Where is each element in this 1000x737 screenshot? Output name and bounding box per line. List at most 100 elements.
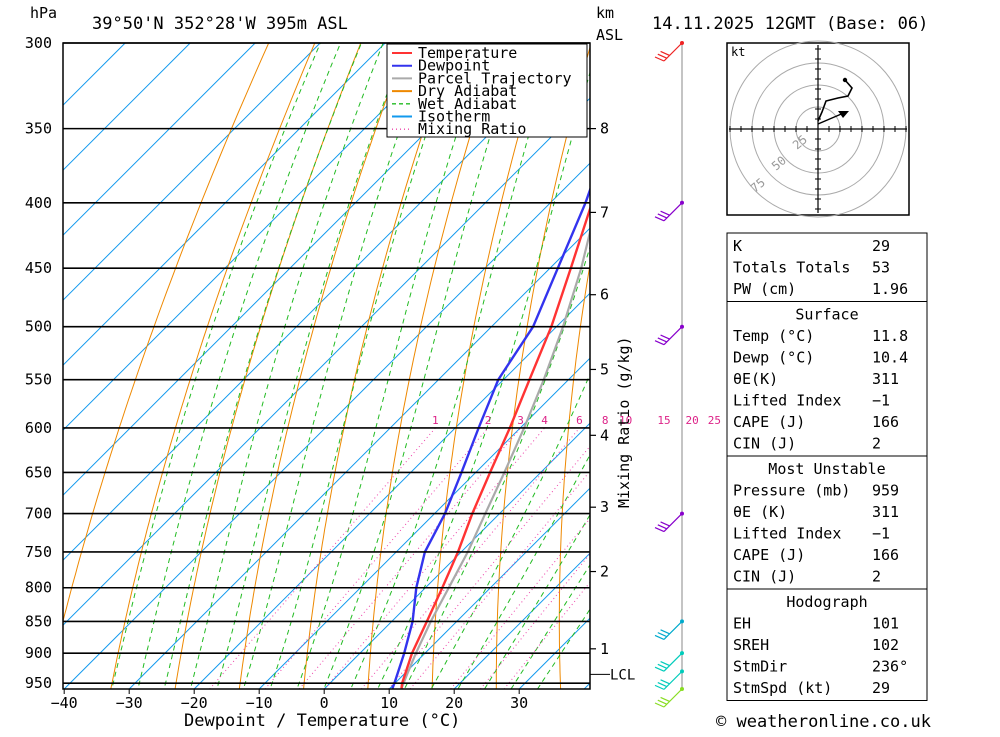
height-tick-label: 1 <box>600 640 609 658</box>
x-tick-label: 30 <box>510 694 528 712</box>
copyright: © weatheronline.co.uk <box>716 712 931 732</box>
x-tick-label: −30 <box>116 694 143 712</box>
isotherm-line <box>388 487 590 689</box>
mixing-ratio-label: 1 <box>432 414 439 427</box>
height-tick-label: 7 <box>600 203 609 221</box>
run-datetime: 14.11.2025 12GMT (Base: 06) <box>652 14 928 34</box>
index-label: StmSpd (kt) <box>733 679 832 697</box>
index-value: 102 <box>872 636 899 654</box>
legend-label: Dry Adiabat <box>418 82 517 100</box>
index-value: 311 <box>872 370 899 388</box>
mixing-ratio-label: 15 <box>657 414 670 427</box>
isotherm-line <box>63 43 256 236</box>
index-value: 2 <box>872 435 881 453</box>
legend-label: Isotherm <box>418 108 490 126</box>
pressure-tick-label: 600 <box>25 419 52 437</box>
isotherm-line <box>63 43 191 171</box>
pressure-tick-label: 350 <box>25 120 52 138</box>
dry-adiabat-line <box>495 45 590 689</box>
index-value: 11.8 <box>872 327 908 345</box>
hodograph-unit: kt <box>731 45 745 59</box>
skewt-plot: 1 2 3 4 6 8 10 15 20 25 3003504004505005506006507… <box>25 34 1000 731</box>
height-tick-label: 5 <box>600 360 609 378</box>
pressure-tick-label: 750 <box>25 543 52 561</box>
dry-adiabat-line <box>951 43 1000 689</box>
pressure-tick-label: 550 <box>25 371 52 389</box>
wind-barb <box>654 687 684 708</box>
index-value: 10.4 <box>872 349 908 367</box>
mixing-ratio-line <box>450 517 590 689</box>
pressure-tick-label: 900 <box>25 644 52 662</box>
wind-barb <box>654 200 684 222</box>
index-label: Lifted Index <box>733 525 841 543</box>
index-label: StmDir <box>733 658 787 676</box>
index-value: 959 <box>872 482 899 500</box>
indices-section-title: Hodograph <box>786 593 867 611</box>
x-tick-label: 10 <box>380 694 398 712</box>
mixing-ratio-label: 3 <box>517 414 524 427</box>
mixing-ratio-line <box>480 553 590 689</box>
isotherm-line <box>128 227 590 689</box>
height-unit-asl: ASL <box>596 26 623 44</box>
pressure-tick-label: 300 <box>25 34 52 52</box>
legend-box <box>386 43 588 138</box>
x-tick-label: 0 <box>320 694 329 712</box>
wet-adiabat-line <box>216 43 407 689</box>
mixing-ratio-label: 10 <box>619 414 632 427</box>
index-value: −1 <box>872 525 890 543</box>
dry-adiabat-line <box>303 43 454 689</box>
index-value: 311 <box>872 503 899 521</box>
mixing-ratio-label: 2 <box>485 414 492 427</box>
index-value: 29 <box>872 679 890 697</box>
wet-adiabat-line <box>430 373 590 689</box>
lcl-label: LCL <box>610 667 635 683</box>
height-tick-label: 3 <box>600 498 609 516</box>
wet-adiabat-line <box>296 43 487 689</box>
wet-adiabat-line <box>189 43 384 689</box>
pressure-tick-label: 850 <box>25 612 52 630</box>
index-label: CIN (J) <box>733 435 796 453</box>
index-value: −1 <box>872 392 890 410</box>
isotherm-line <box>63 43 451 431</box>
wind-barb <box>654 651 684 672</box>
wind-barb-column <box>654 41 684 708</box>
wind-barb <box>654 511 684 533</box>
pressure-tick-label: 800 <box>25 579 52 597</box>
isotherm-line <box>63 162 590 689</box>
index-label: CAPE (J) <box>733 413 805 431</box>
index-value: 53 <box>872 259 890 277</box>
mixing-ratio-label: 4 <box>541 414 548 427</box>
wet-adiabat-line <box>111 43 321 689</box>
hodograph-trace <box>817 79 853 122</box>
temperature-axis: −40 −30 −20 −10 0 10 20 30 <box>51 689 528 712</box>
mixing-ratio-label: 20 <box>685 414 698 427</box>
isobar-lines <box>63 42 590 684</box>
isotherm-line <box>63 43 386 366</box>
height-tick-label: 8 <box>600 120 609 138</box>
x-axis-title: Dewpoint / Temperature (°C) <box>184 711 460 731</box>
index-value: 166 <box>872 546 899 564</box>
pressure-tick-label: 450 <box>25 259 52 277</box>
dry-adiabat-line <box>174 43 362 689</box>
index-value: 236° <box>872 658 908 676</box>
index-label: CIN (J) <box>733 568 796 586</box>
index-value: 2 <box>872 568 881 586</box>
location-title: 39°50'N 352°28'W 395m ASL <box>92 14 348 34</box>
mixing-ratio-labels: 1 2 3 4 6 8 10 15 20 25 <box>432 414 721 427</box>
wet-adiabat-line <box>137 43 341 689</box>
pressure-tick-label: 950 <box>25 674 52 692</box>
index-label: Temp (°C) <box>733 327 814 345</box>
index-value: 101 <box>872 615 899 633</box>
mixing-ratio-axis-title: Mixing Ratio (g/kg) <box>615 336 633 508</box>
wet-adiabat-line <box>323 43 520 689</box>
index-label: θE(K) <box>733 370 778 388</box>
legend-label: Mixing Ratio <box>418 120 526 138</box>
wind-barb <box>654 324 684 346</box>
pressure-tick-label: 700 <box>25 505 52 523</box>
height-unit-km: km <box>596 4 614 22</box>
index-label: Pressure (mb) <box>733 482 850 500</box>
wet-adiabat-line <box>269 43 458 689</box>
